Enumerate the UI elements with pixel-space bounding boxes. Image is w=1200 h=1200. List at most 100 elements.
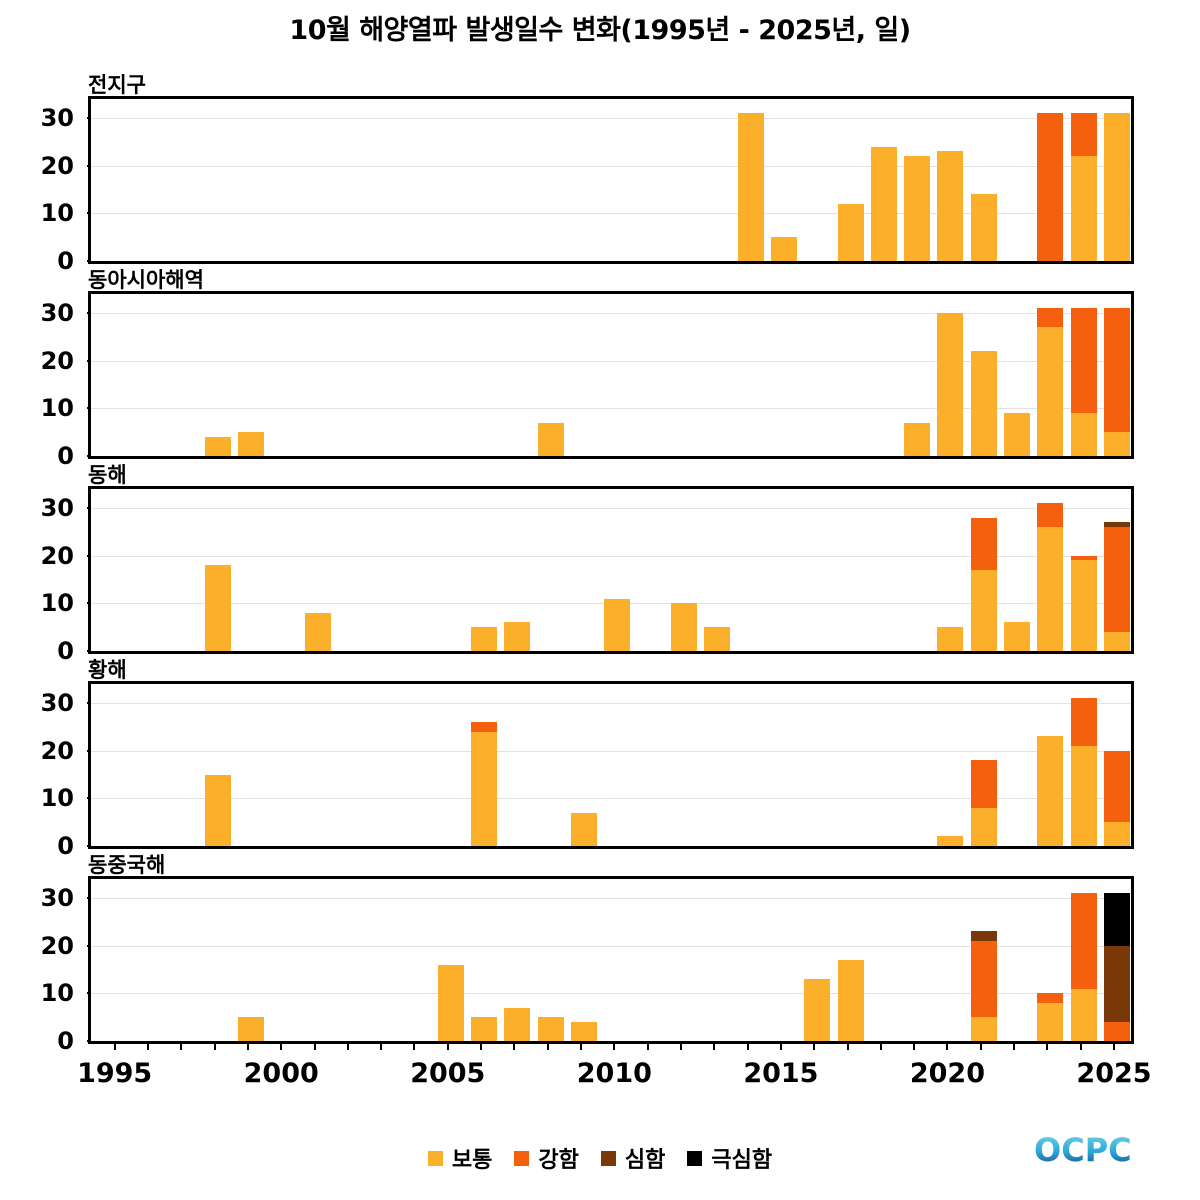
bar-2013[interactable]: [704, 627, 731, 651]
bar-2015[interactable]: [770, 237, 797, 261]
bar-2018[interactable]: [870, 146, 897, 261]
bar-2021[interactable]: [970, 760, 997, 846]
x-axis-label-2020: 2020: [909, 1058, 986, 1089]
bar-2006[interactable]: [471, 722, 498, 846]
plot-area: [88, 486, 1134, 654]
y-tick-label: 20: [40, 541, 74, 570]
bar-2025[interactable]: [1104, 113, 1130, 261]
x-tick-2017: [846, 1044, 849, 1050]
bar-segment-보통: [1037, 1002, 1064, 1041]
y-tick-label: 10: [40, 199, 74, 228]
bar-1999[interactable]: [237, 432, 264, 456]
panel-title-3: 동해: [88, 463, 127, 487]
bar-2009[interactable]: [571, 1021, 598, 1041]
bar-segment-보통: [737, 113, 764, 261]
bar-2021[interactable]: [970, 194, 997, 261]
bar-segment-보통: [1104, 113, 1130, 261]
bar-2019[interactable]: [904, 422, 931, 456]
bar-2021[interactable]: [970, 517, 997, 651]
bar-2009[interactable]: [571, 812, 598, 846]
legend-item-2[interactable]: 심함: [600, 1142, 666, 1174]
bar-2022[interactable]: [1004, 413, 1031, 456]
x-axis-label-2025: 2025: [1076, 1058, 1152, 1089]
page-title: 10월 해양열파 발생일수 변화(1995년 - 2025년, 일): [289, 15, 911, 46]
bar-segment-보통: [471, 731, 498, 846]
bar-2023[interactable]: [1037, 736, 1064, 846]
x-tick-1996: [146, 1044, 149, 1050]
bar-1998[interactable]: [204, 436, 231, 456]
bar-2006[interactable]: [471, 1017, 498, 1041]
bar-2020[interactable]: [937, 151, 964, 261]
bar-1998[interactable]: [204, 774, 231, 846]
bar-2020[interactable]: [937, 313, 964, 456]
bar-2008[interactable]: [537, 1017, 564, 1041]
bar-2019[interactable]: [904, 156, 931, 261]
bar-2024[interactable]: [1070, 555, 1097, 651]
bar-segment-보통: [437, 964, 464, 1041]
bar-segment-극심함: [1104, 893, 1130, 946]
bar-2007[interactable]: [504, 1007, 531, 1041]
bar-2008[interactable]: [537, 422, 564, 456]
bar-segment-보통: [604, 598, 631, 651]
bar-segment-보통: [471, 1017, 498, 1041]
bar-2024[interactable]: [1070, 308, 1097, 456]
legend-item-3[interactable]: 극심함: [687, 1142, 772, 1174]
bar-segment-보통: [237, 1017, 264, 1041]
legend-label: 심함: [624, 1148, 666, 1173]
bar-2023[interactable]: [1037, 113, 1064, 261]
bar-2025[interactable]: [1104, 750, 1130, 846]
gridline-10: [91, 408, 1131, 410]
bar-2024[interactable]: [1070, 893, 1097, 1041]
bar-2006[interactable]: [471, 627, 498, 651]
y-tick-label: 10: [40, 784, 74, 813]
bar-2020[interactable]: [937, 627, 964, 651]
bar-segment-보통: [904, 422, 931, 456]
gridline-20: [91, 945, 1131, 947]
x-axis-label-2005: 2005: [410, 1058, 486, 1089]
bar-2023[interactable]: [1037, 993, 1064, 1041]
bar-2005[interactable]: [437, 964, 464, 1041]
bar-2025[interactable]: [1104, 308, 1130, 456]
bar-2012[interactable]: [670, 603, 697, 651]
bar-2017[interactable]: [837, 203, 864, 261]
bar-segment-강함: [1037, 308, 1064, 328]
bar-1999[interactable]: [237, 1017, 264, 1041]
bar-2007[interactable]: [504, 622, 531, 651]
bar-2021[interactable]: [970, 931, 997, 1041]
bar-2024[interactable]: [1070, 698, 1097, 846]
bar-2014[interactable]: [737, 113, 764, 261]
bar-2022[interactable]: [1004, 622, 1031, 651]
legend-item-1[interactable]: 강함: [514, 1142, 579, 1174]
bar-segment-강함: [970, 517, 997, 570]
bar-2024[interactable]: [1070, 113, 1097, 261]
bar-segment-보통: [937, 313, 964, 456]
x-tick-2021: [979, 1044, 982, 1050]
legend-swatch-icon: [427, 1150, 443, 1166]
bar-segment-보통: [237, 432, 264, 456]
y-tick-label: 30: [40, 299, 74, 328]
bar-2010[interactable]: [604, 598, 631, 651]
bar-2023[interactable]: [1037, 503, 1064, 651]
plot-area: [88, 681, 1134, 849]
bar-2025[interactable]: [1104, 522, 1130, 651]
bar-1998[interactable]: [204, 565, 231, 651]
bar-segment-보통: [504, 1007, 531, 1041]
bar-2021[interactable]: [970, 351, 997, 456]
gridline-30: [91, 703, 1131, 705]
y-tick-label: 20: [40, 931, 74, 960]
y-tick-label: 30: [40, 494, 74, 523]
bar-2025[interactable]: [1104, 893, 1130, 1041]
bar-segment-보통: [704, 627, 731, 651]
bar-segment-보통: [204, 774, 231, 846]
legend-item-0[interactable]: 보통: [427, 1142, 492, 1174]
bar-segment-강함: [1104, 750, 1130, 823]
bar-2020[interactable]: [937, 836, 964, 846]
bar-segment-보통: [1070, 560, 1097, 651]
bar-segment-강함: [1070, 113, 1097, 157]
bar-segment-보통: [1037, 527, 1064, 651]
bar-2023[interactable]: [1037, 308, 1064, 456]
bar-2016[interactable]: [804, 979, 831, 1041]
bar-2017[interactable]: [837, 960, 864, 1041]
x-tick-2019: [913, 1044, 916, 1050]
bar-2001[interactable]: [304, 612, 331, 651]
